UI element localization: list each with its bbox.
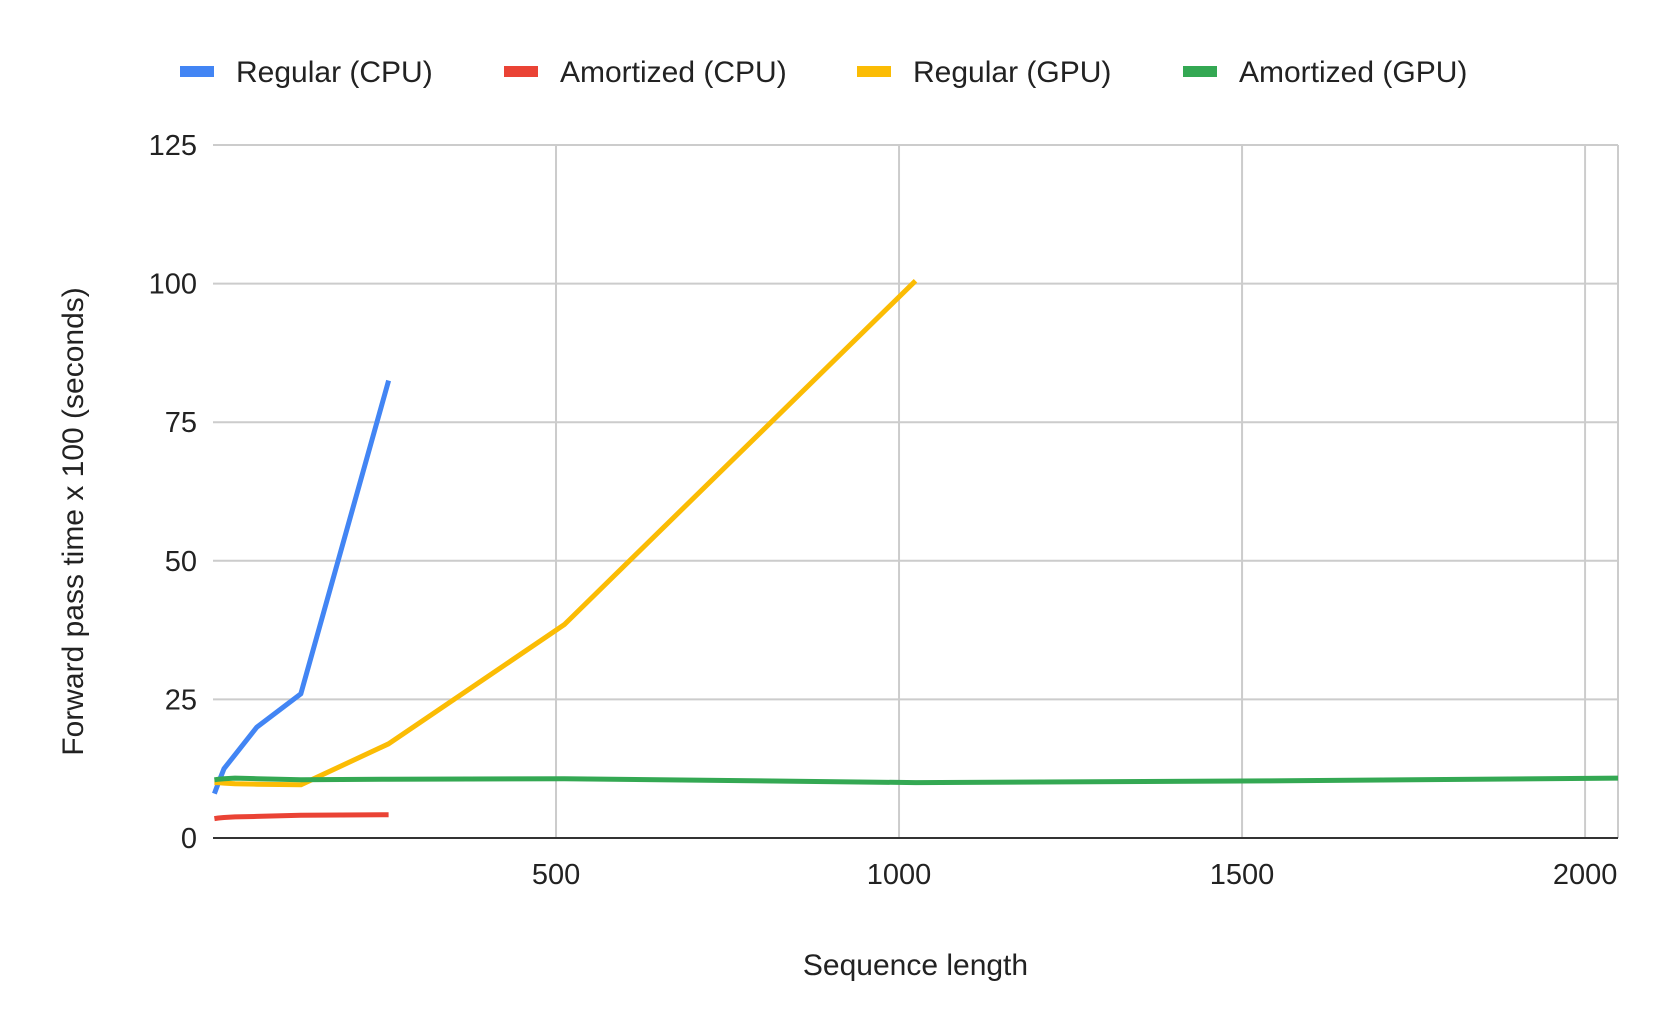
y-tick-label: 0 xyxy=(181,823,197,855)
legend-label: Amortized (CPU) xyxy=(560,56,787,89)
chart-legend: Regular (CPU) Amortized (CPU) Regular (GPU… xyxy=(180,56,1467,89)
legend-swatch xyxy=(857,66,891,77)
y-tick-label: 125 xyxy=(149,130,197,162)
y-axis-ticks: 0 25 50 75 100 125 xyxy=(149,130,197,855)
chart-series xyxy=(212,279,1619,822)
series-line-0 xyxy=(212,379,392,795)
x-tick-label: 1500 xyxy=(1210,859,1275,891)
series-line-1 xyxy=(214,812,389,822)
x-axis-title: Sequence length xyxy=(803,949,1028,982)
x-axis-ticks: 500 1000 1500 2000 xyxy=(532,859,1618,891)
y-tick-label: 25 xyxy=(165,684,197,716)
legend-swatch xyxy=(1183,66,1217,77)
x-tick-label: 500 xyxy=(532,859,580,891)
legend-label: Amortized (GPU) xyxy=(1239,56,1467,89)
series-line-2 xyxy=(214,279,918,788)
y-tick-label: 100 xyxy=(149,269,197,301)
chart-grid xyxy=(213,144,1619,838)
legend-swatch xyxy=(504,66,538,77)
series-line-3 xyxy=(214,775,1619,786)
y-axis-title: Forward pass time x 100 (seconds) xyxy=(57,287,90,756)
legend-label: Regular (GPU) xyxy=(913,56,1111,89)
x-tick-label: 2000 xyxy=(1553,859,1618,891)
legend-label: Regular (CPU) xyxy=(236,56,433,89)
legend-swatch xyxy=(180,66,214,77)
y-tick-label: 50 xyxy=(165,546,197,578)
y-tick-label: 75 xyxy=(165,407,197,439)
x-tick-label: 1000 xyxy=(867,859,932,891)
